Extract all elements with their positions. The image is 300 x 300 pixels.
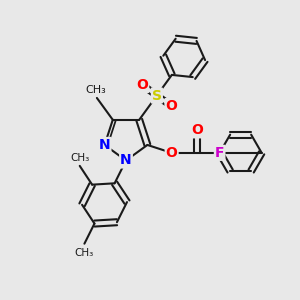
Text: S: S xyxy=(152,88,162,103)
Text: CH₃: CH₃ xyxy=(75,248,94,258)
Text: N: N xyxy=(120,154,132,167)
Text: O: O xyxy=(136,78,148,92)
Text: O: O xyxy=(191,123,203,137)
Text: N: N xyxy=(99,138,110,152)
Text: F: F xyxy=(215,146,224,160)
Text: O: O xyxy=(166,146,178,160)
Text: CH₃: CH₃ xyxy=(85,85,106,95)
Text: O: O xyxy=(166,99,177,113)
Text: CH₃: CH₃ xyxy=(70,153,89,163)
